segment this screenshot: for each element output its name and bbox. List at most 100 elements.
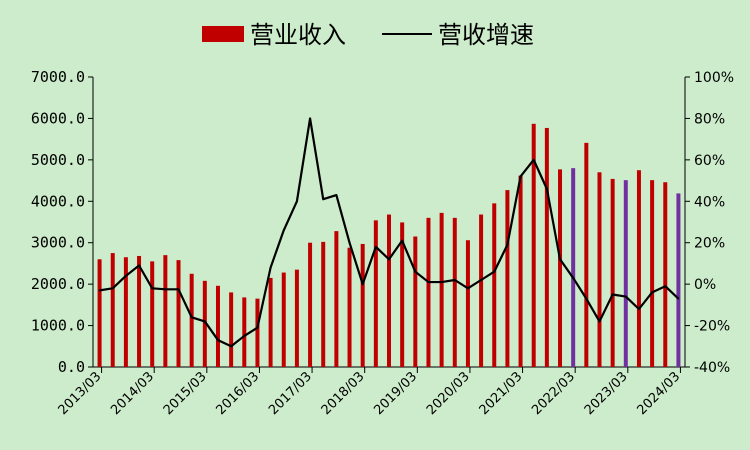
axes: 0.0 1000.0 2000.0 3000.0 4000.0 5000.0 6000.0 7… xyxy=(31,68,734,418)
revenue-bar xyxy=(676,193,681,367)
revenue-bar xyxy=(137,255,142,367)
growth-rate-point xyxy=(243,335,246,337)
revenue-bar xyxy=(650,180,655,367)
revenue-bar xyxy=(189,273,194,367)
growth-rate-point xyxy=(677,297,680,300)
revenue-bar xyxy=(229,292,234,367)
y-right-tick-label: 100% xyxy=(694,70,734,86)
revenue-bar xyxy=(426,217,431,367)
y-right-tick-label: 20% xyxy=(694,236,725,252)
y-right-tick-label: -20% xyxy=(694,319,730,335)
revenue-bar xyxy=(636,170,641,367)
legend-label-growth: 营收增速 xyxy=(438,21,534,49)
revenue-bar xyxy=(321,241,326,367)
y-left-tick-label: 5000.0 xyxy=(31,151,85,169)
bar-series xyxy=(97,123,681,367)
revenue-bar xyxy=(268,277,273,367)
revenue-bar xyxy=(215,285,220,367)
growth-rate-point xyxy=(427,281,430,283)
growth-rate-point xyxy=(493,270,496,273)
y-right-tick-label: 80% xyxy=(694,111,725,127)
revenue-bar xyxy=(465,240,470,367)
x-tick-label: 2017/03 xyxy=(266,369,315,418)
revenue-bar xyxy=(518,175,523,367)
growth-rate-point xyxy=(190,316,193,319)
growth-rate-point xyxy=(546,188,548,190)
y-right-tick-label: 40% xyxy=(694,194,725,210)
growth-rate-point xyxy=(651,291,653,294)
revenue-bar xyxy=(373,220,378,367)
growth-rate-point xyxy=(467,287,469,290)
revenue-bar xyxy=(150,261,155,367)
y-left-tick-label: 0.0 xyxy=(58,358,85,376)
revenue-bar xyxy=(663,182,668,367)
growth-rate-point xyxy=(480,279,482,281)
growth-rate-point xyxy=(296,200,298,203)
growth-rate-point xyxy=(559,258,561,261)
revenue-bar xyxy=(163,255,168,367)
line-series xyxy=(98,117,680,348)
growth-rate-point xyxy=(506,243,509,246)
revenue-bar xyxy=(584,142,589,367)
y-left-tick-label: 2000.0 xyxy=(31,275,85,293)
growth-rate-point xyxy=(151,287,153,290)
x-tick-label: 2014/03 xyxy=(108,369,157,418)
revenue-bar xyxy=(110,253,115,367)
y-left-tick-label: 7000.0 xyxy=(31,68,85,86)
growth-rate-point xyxy=(519,175,522,178)
x-tick-label: 2020/03 xyxy=(424,369,473,418)
revenue-bar xyxy=(558,169,563,367)
revenue-bar xyxy=(202,280,207,367)
growth-rate-point xyxy=(335,194,338,196)
revenue-bar xyxy=(387,214,391,367)
revenue-bar xyxy=(123,257,128,367)
growth-rate-point xyxy=(164,288,167,291)
growth-rate-point xyxy=(256,326,259,329)
x-tick-label: 2019/03 xyxy=(371,369,420,418)
x-tick-label: 2022/03 xyxy=(529,369,578,418)
growth-rate-point xyxy=(585,297,588,300)
revenue-bar xyxy=(281,272,286,367)
growth-rate-point xyxy=(230,345,232,348)
revenue-bar xyxy=(571,168,576,367)
growth-rate-point xyxy=(98,289,101,292)
revenue-bar xyxy=(479,214,484,367)
y-left-tick-label: 4000.0 xyxy=(31,192,85,210)
y-left-tick-label: 3000.0 xyxy=(31,234,85,252)
growth-rate-point xyxy=(348,241,351,244)
x-tick-label: 2023/03 xyxy=(582,369,631,418)
revenue-bar xyxy=(544,127,549,367)
y-left-tick-label: 6000.0 xyxy=(31,109,85,127)
growth-rate-point xyxy=(572,277,574,279)
growth-rate-point xyxy=(177,288,180,291)
legend-label-revenue: 营业收入 xyxy=(250,21,346,49)
revenue-bar xyxy=(334,231,339,367)
revenue-bar xyxy=(505,190,510,367)
growth-rate-point xyxy=(375,246,377,248)
growth-rate-point xyxy=(204,320,206,323)
x-tick-label: 2015/03 xyxy=(161,369,210,418)
revenue-bar xyxy=(176,260,181,367)
revenue-bar xyxy=(97,259,102,367)
revenue-bar xyxy=(242,297,247,367)
x-tick-label: 2021/03 xyxy=(477,369,526,418)
x-tick-label: 2013/03 xyxy=(56,369,105,418)
growth-rate-point xyxy=(664,285,667,288)
revenue-bar xyxy=(597,172,602,367)
growth-rate-point xyxy=(611,293,614,296)
y-right-tick-label: -40% xyxy=(694,360,730,376)
growth-rate-point xyxy=(388,258,390,261)
growth-rate-point xyxy=(322,198,325,201)
growth-rate-point xyxy=(625,295,627,298)
revenue-bar xyxy=(360,243,365,367)
growth-rate-point xyxy=(414,270,417,273)
revenue-bar xyxy=(439,212,444,367)
revenue-bar xyxy=(531,123,536,367)
revenue-bar xyxy=(308,242,313,367)
growth-rate-point xyxy=(598,320,601,323)
revenue-bar xyxy=(610,178,615,367)
growth-rate-point xyxy=(138,264,140,267)
revenue-bar xyxy=(413,236,418,367)
revenue-bar xyxy=(255,298,260,367)
